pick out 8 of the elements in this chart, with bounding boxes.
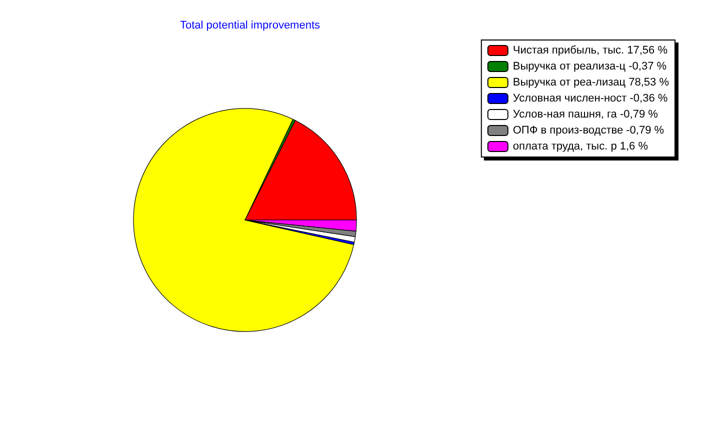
legend-label: Выручка от реа-лизац 78,53 % <box>512 76 670 88</box>
chart-title: Total potential improvements <box>180 20 321 32</box>
legend-label: Условная числен-ност -0,36 % <box>512 92 668 104</box>
legend-label: Выручка от реализа-ц -0,37 % <box>512 60 667 72</box>
legend-label: Чистая прибыль, тыс. 17,56 % <box>512 44 668 56</box>
legend-label: оплата труда, тыс. р 1,6 % <box>512 140 648 152</box>
legend-label: Услов-ная пашня, га -0,79 % <box>512 108 658 120</box>
legend-label: ОПФ в произ-водстве -0,79 % <box>512 124 664 136</box>
